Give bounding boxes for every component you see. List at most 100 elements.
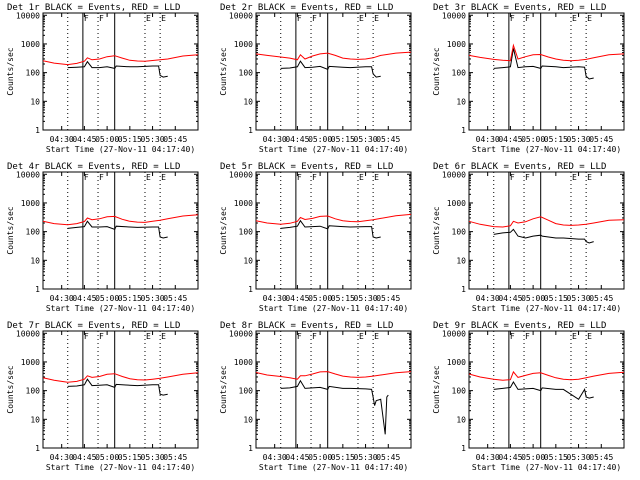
series-events-line (67, 220, 168, 239)
y-tick-label: 100 (452, 69, 467, 78)
panel-title: Det 7r BLACK = Events, RED = LLD (7, 321, 180, 331)
y-tick-label: 10 (30, 415, 40, 424)
y-tick-label: 1 (35, 285, 40, 294)
y-tick-label: 1 (248, 444, 253, 453)
marker-label: F (525, 332, 530, 341)
x-tick-label: 05:45 (163, 294, 187, 303)
y-tick-label: 10000 (442, 170, 466, 179)
marker-label: E (359, 332, 364, 341)
x-tick-label: 05:30 (354, 453, 378, 462)
y-tick-label: 100 (452, 228, 467, 237)
y-tick-label: 1 (35, 444, 40, 453)
y-tick-label: 1 (248, 285, 253, 294)
x-tick-label: 05:00 (308, 294, 332, 303)
y-tick-label: 1000 (21, 40, 40, 49)
y-axis-label: Counts/sec (432, 206, 441, 254)
x-tick-label: 04:30 (476, 453, 500, 462)
x-tick-label: 05:00 (521, 453, 545, 462)
series-events-line (280, 60, 381, 78)
y-tick-label: 10000 (16, 170, 40, 179)
panel-title: Det 1r BLACK = Events, RED = LLD (7, 3, 180, 13)
y-tick-label: 10 (243, 256, 253, 265)
x-tick-label: 05:00 (308, 453, 332, 462)
x-tick-label: 05:15 (331, 294, 355, 303)
y-tick-label: 100 (26, 228, 41, 237)
marker-label: F (84, 332, 89, 341)
series-lld-line (468, 370, 625, 381)
y-tick-label: 10 (243, 97, 253, 106)
plot-frame (42, 171, 199, 290)
series-events-line (493, 48, 594, 80)
marker-label: F (84, 14, 89, 23)
y-tick-label: 100 (452, 387, 467, 396)
y-tick-label: 1000 (234, 40, 253, 49)
y-tick-label: 10 (456, 256, 466, 265)
x-tick-label: 05:45 (376, 135, 400, 144)
y-axis-label: Counts/sec (432, 365, 441, 413)
y-tick-label: 1 (461, 444, 466, 453)
y-tick-label: 1000 (234, 199, 253, 208)
x-tick-label: 04:30 (263, 294, 287, 303)
marker-label: E (587, 173, 592, 182)
x-tick-label: 05:00 (521, 294, 545, 303)
y-tick-label: 10000 (16, 11, 40, 20)
y-tick-label: 10000 (229, 11, 253, 20)
series-events-line (493, 381, 594, 401)
x-tick-label: 05:00 (308, 135, 332, 144)
series-events-line (67, 60, 168, 78)
x-tick-label: 04:30 (263, 135, 287, 144)
panel-title: Det 8r BLACK = Events, RED = LLD (220, 321, 393, 331)
x-tick-label: 05:15 (544, 135, 568, 144)
plot-frame (255, 12, 412, 131)
x-axis-label: Start Time (27-Nov-11 04:17:40) (472, 145, 621, 154)
panel-det-5: Det 5r BLACK = Events, RED = LLD 1 10 100 10… (219, 162, 412, 313)
x-tick-label: 04:30 (263, 453, 287, 462)
x-tick-label: 05:15 (118, 453, 142, 462)
y-tick-label: 100 (239, 228, 254, 237)
x-tick-label: 05:30 (567, 135, 591, 144)
x-tick-label: 04:45 (72, 294, 96, 303)
x-tick-label: 05:00 (95, 294, 119, 303)
y-tick-label: 10000 (16, 329, 40, 338)
y-tick-label: 10000 (442, 329, 466, 338)
x-tick-label: 05:30 (141, 294, 165, 303)
plot-frame (255, 330, 412, 449)
y-tick-label: 10 (30, 97, 40, 106)
y-tick-label: 10000 (229, 329, 253, 338)
x-axis-label: Start Time (27-Nov-11 04:17:40) (46, 145, 195, 154)
plot-frame (468, 171, 625, 290)
x-tick-label: 05:30 (567, 294, 591, 303)
marker-label: F (312, 14, 317, 23)
x-tick-label: 04:30 (476, 294, 500, 303)
y-axis-label: Counts/sec (6, 206, 15, 254)
y-axis-label: Counts/sec (432, 47, 441, 95)
x-tick-label: 05:30 (141, 135, 165, 144)
y-tick-label: 1 (461, 285, 466, 294)
x-tick-label: 04:45 (498, 294, 522, 303)
marker-label: F (297, 14, 302, 23)
y-axis-label: Counts/sec (219, 47, 228, 95)
x-axis-label: Start Time (27-Nov-11 04:17:40) (472, 304, 621, 313)
plot-frame (42, 330, 199, 449)
x-tick-label: 05:30 (354, 135, 378, 144)
x-tick-label: 04:30 (50, 453, 74, 462)
marker-label: F (525, 173, 530, 182)
marker-label: E (587, 332, 592, 341)
x-axis-label: Start Time (27-Nov-11 04:17:40) (472, 463, 621, 472)
marker-label: E (146, 14, 151, 23)
panel-title: Det 5r BLACK = Events, RED = LLD (220, 162, 393, 172)
marker-label: F (525, 14, 530, 23)
y-tick-label: 1000 (447, 40, 466, 49)
panel-title: Det 6r BLACK = Events, RED = LLD (433, 162, 606, 172)
marker-label: E (146, 332, 151, 341)
x-tick-label: 05:30 (567, 453, 591, 462)
marker-label: E (161, 332, 166, 341)
x-tick-label: 04:30 (50, 135, 74, 144)
y-axis-label: Counts/sec (6, 47, 15, 95)
y-tick-label: 10 (456, 415, 466, 424)
series-lld-line (42, 54, 199, 66)
marker-label: E (374, 332, 379, 341)
marker-label: E (161, 173, 166, 182)
y-tick-label: 100 (26, 69, 41, 78)
